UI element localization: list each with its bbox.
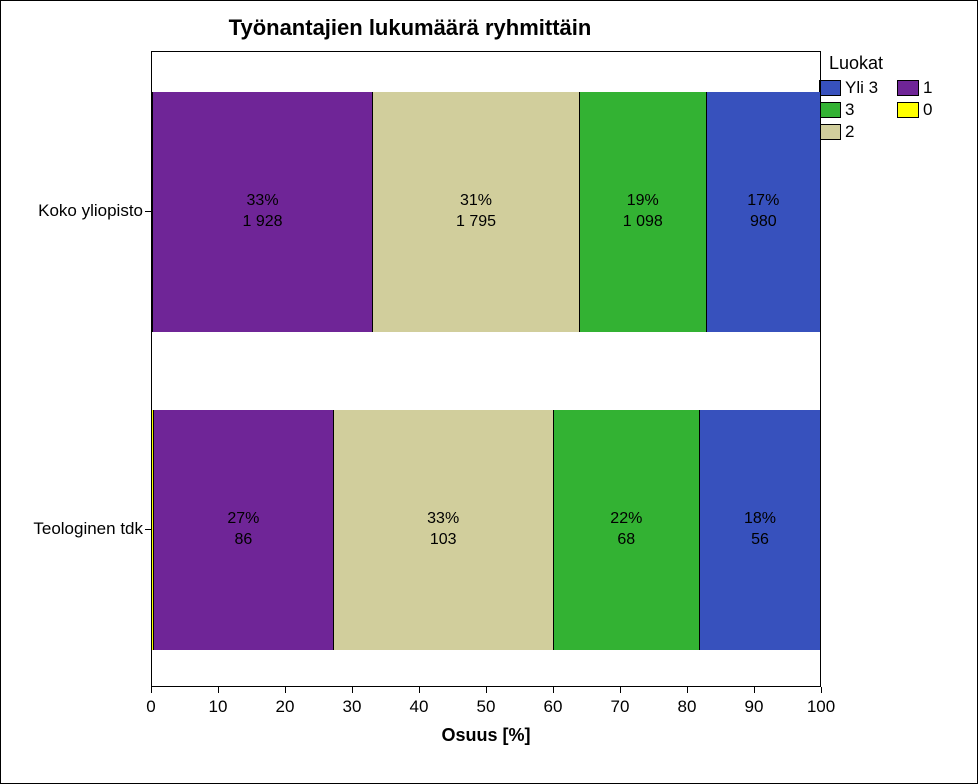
legend-swatch [819,80,841,96]
legend-swatch [897,80,919,96]
legend-label: 0 [923,100,932,120]
legend-item: Yli 3 [819,78,891,98]
x-tick-label: 80 [678,697,697,717]
legend-item: 0 [897,100,969,120]
x-tick [754,687,755,693]
segment-label: 31%1 795 [456,191,496,233]
x-tick-label: 50 [477,697,496,717]
bar-segment: 27%86 [154,410,334,650]
legend-swatch [897,102,919,118]
legend-item: 2 [819,122,891,142]
chart-container: Työnantajien lukumäärä ryhmittäin Luokat… [0,0,978,784]
x-tick [821,687,822,693]
segment-label: 27%86 [227,509,259,551]
bar-segment: 17%980 [707,92,820,332]
legend: Luokat Yli 3 1 3 0 2 [819,53,969,142]
segment-label: 22%68 [610,509,642,551]
y-category-label: Teologinen tdk [33,519,143,539]
bar-segment: 18%56 [700,410,820,650]
bar-segment: 33%103 [334,410,554,650]
legend-swatch [819,102,841,118]
x-tick-label: 20 [276,697,295,717]
legend-label: 1 [923,78,932,98]
x-tick-label: 0 [146,697,155,717]
x-tick-label: 40 [410,697,429,717]
x-axis-title: Osuus [%] [151,725,821,746]
legend-label: 3 [845,100,854,120]
x-tick [620,687,621,693]
bar-segment: 31%1 795 [373,92,580,332]
legend-swatch [819,124,841,140]
legend-label: Yli 3 [845,78,878,98]
x-tick [285,687,286,693]
x-tick-label: 10 [209,697,228,717]
x-tick [687,687,688,693]
segment-label: 17%980 [747,191,779,233]
legend-label: 2 [845,122,854,142]
x-tick-label: 100 [807,697,835,717]
x-tick-label: 90 [745,697,764,717]
x-tick [486,687,487,693]
x-tick-label: 60 [544,697,563,717]
y-category-label: Koko yliopisto [38,201,143,221]
x-tick [218,687,219,693]
bar-row: 0%833%1 92831%1 79519%1 09817%980 [152,92,820,332]
bar-segment: 19%1 098 [580,92,707,332]
legend-item: 3 [819,100,891,120]
x-tick [352,687,353,693]
x-tick [151,687,152,693]
x-tick [419,687,420,693]
bar-segment: 33%1 928 [153,92,373,332]
x-tick [553,687,554,693]
x-tick-label: 70 [611,697,630,717]
chart-title: Työnantajien lukumäärä ryhmittäin [1,15,819,41]
plot-area: 0%833%1 92831%1 79519%1 09817%9800%127%8… [151,51,821,687]
segment-label: 19%1 098 [623,191,663,233]
segment-label: 33%103 [427,509,459,551]
legend-item: 1 [897,78,969,98]
bar-segment: 22%68 [554,410,701,650]
legend-title: Luokat [819,53,969,74]
segment-label: 18%56 [744,509,776,551]
segment-label: 33%1 928 [243,191,283,233]
bar-row: 0%127%8633%10322%6818%56 [152,410,820,650]
x-tick-label: 30 [343,697,362,717]
